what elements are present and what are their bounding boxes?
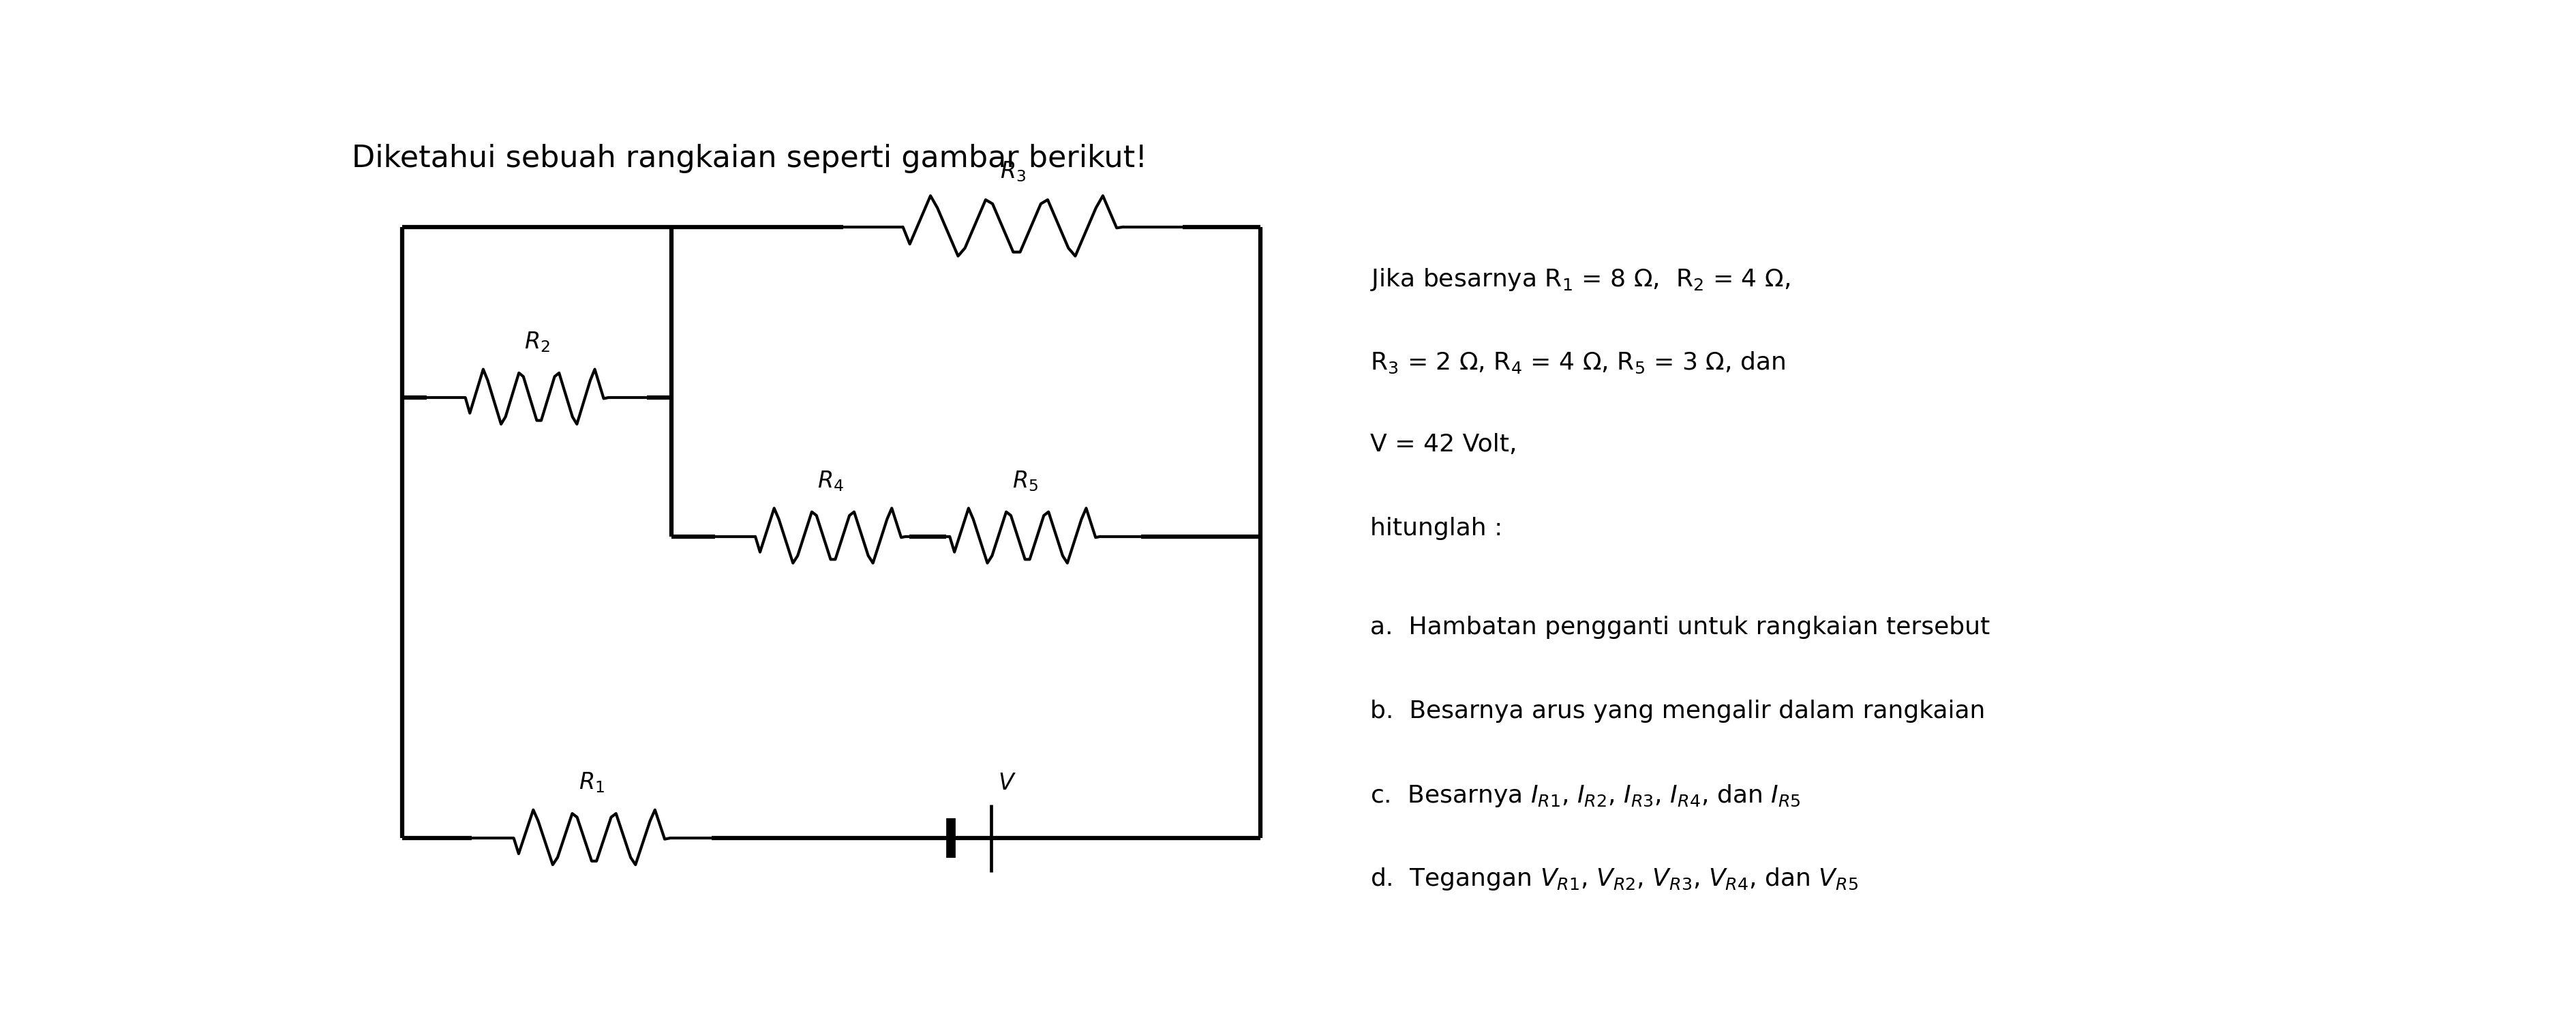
Text: c.  Besarnya $I_{R1}$, $I_{R2}$, $I_{R3}$, $I_{R4}$, dan $I_{R5}$: c. Besarnya $I_{R1}$, $I_{R2}$, $I_{R3}$…: [1370, 783, 1801, 808]
Text: a.  Hambatan pengganti untuk rangkaian tersebut: a. Hambatan pengganti untuk rangkaian te…: [1370, 616, 1989, 639]
Text: Jika besarnya R$_1$ = 8 $\Omega$,  R$_2$ = 4 $\Omega$,: Jika besarnya R$_1$ = 8 $\Omega$, R$_2$ …: [1370, 267, 1790, 293]
Text: hitunglah :: hitunglah :: [1370, 517, 1502, 540]
Text: R$_3$ = 2 $\Omega$, R$_4$ = 4 $\Omega$, R$_5$ = 3 $\Omega$, dan: R$_3$ = 2 $\Omega$, R$_4$ = 4 $\Omega$, …: [1370, 350, 1785, 374]
Text: $R_5$: $R_5$: [1012, 469, 1038, 493]
Text: $V$: $V$: [997, 772, 1015, 795]
Text: $R_4$: $R_4$: [817, 469, 842, 493]
Text: b.  Besarnya arus yang mengalir dalam rangkaian: b. Besarnya arus yang mengalir dalam ran…: [1370, 699, 1986, 723]
Text: $R_3$: $R_3$: [999, 160, 1025, 184]
Text: V = 42 Volt,: V = 42 Volt,: [1370, 433, 1517, 457]
Text: d.  Tegangan $V_{R1}$, $V_{R2}$, $V_{R3}$, $V_{R4}$, dan $V_{R5}$: d. Tegangan $V_{R1}$, $V_{R2}$, $V_{R3}$…: [1370, 866, 1857, 892]
Text: $R_1$: $R_1$: [580, 771, 605, 795]
Text: Diketahui sebuah rangkaian seperti gambar berikut!: Diketahui sebuah rangkaian seperti gamba…: [353, 143, 1146, 173]
Text: $R_2$: $R_2$: [523, 330, 549, 354]
